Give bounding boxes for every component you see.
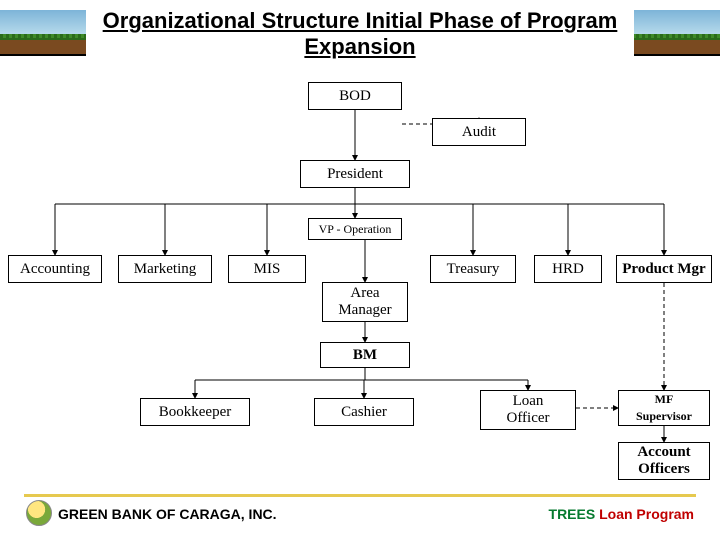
org-node-marketing: Marketing	[118, 255, 212, 283]
org-node-president: President	[300, 160, 410, 188]
footer-divider	[24, 494, 696, 497]
org-logo-icon	[26, 500, 52, 526]
org-node-mfsup: MFSupervisor	[618, 390, 710, 426]
org-node-accounting: Accounting	[8, 255, 102, 283]
org-node-treasury: Treasury	[430, 255, 516, 283]
footer-org-name: GREEN BANK OF CARAGA, INC.	[58, 506, 277, 522]
org-chart-lines	[0, 0, 720, 540]
org-node-audit: Audit	[432, 118, 526, 146]
org-node-acct_off: AccountOfficers	[618, 442, 710, 480]
slide-title-text: Organizational Structure Initial Phase o…	[87, 8, 633, 60]
org-node-loan: LoanOfficer	[480, 390, 576, 430]
org-node-bod: BOD	[308, 82, 402, 110]
org-node-prodmgr: Product Mgr	[616, 255, 712, 283]
org-node-book: Bookkeeper	[140, 398, 250, 426]
footer-program-a: TREES	[549, 506, 600, 522]
org-node-cashier: Cashier	[314, 398, 414, 426]
org-node-hrd: HRD	[534, 255, 602, 283]
org-node-area: AreaManager	[322, 282, 408, 322]
org-node-mis: MIS	[228, 255, 306, 283]
slide-footer: GREEN BANK OF CARAGA, INC. TREES Loan Pr…	[0, 494, 720, 540]
footer-program-b: Loan Program	[599, 506, 694, 522]
footer-program: TREES Loan Program	[549, 506, 694, 522]
org-node-bm: BM	[320, 342, 410, 368]
org-node-vpop: VP - Operation	[308, 218, 402, 240]
slide-stage: Organizational Structure Initial Phase o…	[0, 0, 720, 540]
slide-title: Organizational Structure Initial Phase o…	[86, 2, 634, 66]
